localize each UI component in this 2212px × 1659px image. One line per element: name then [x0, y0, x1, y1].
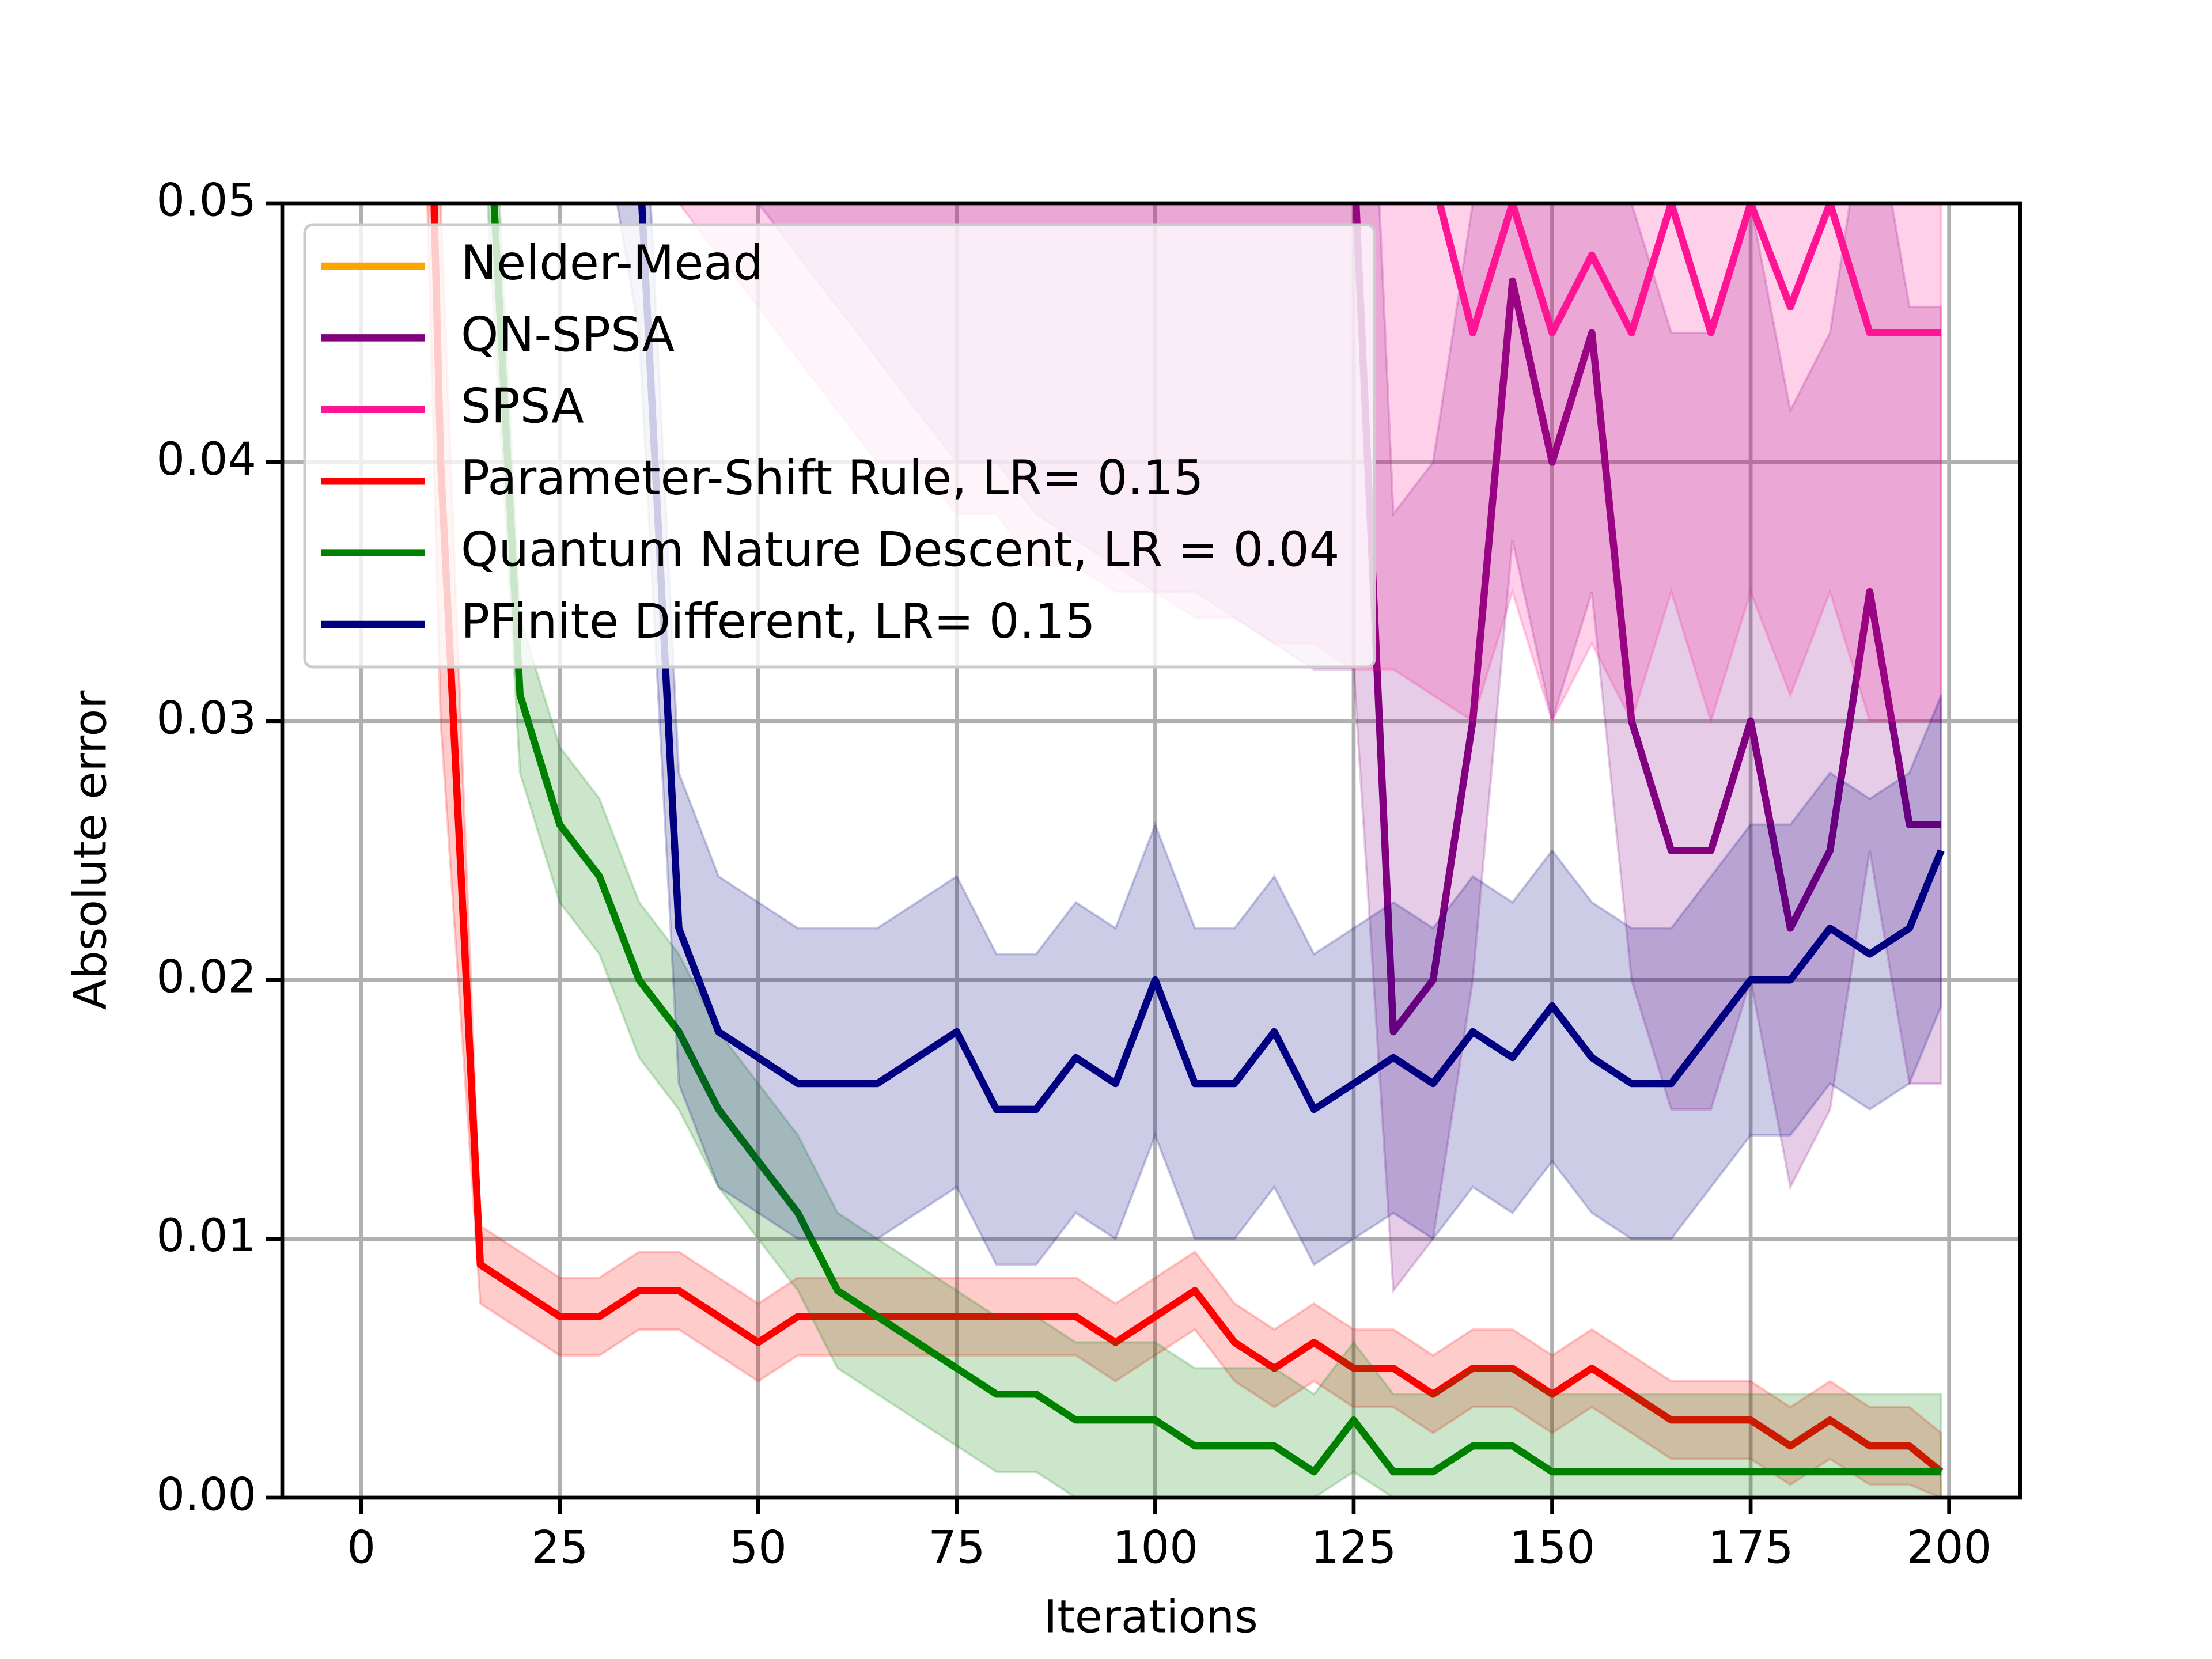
x-tick-label: 200 [1906, 1522, 1992, 1574]
series-line [1435, 203, 1941, 336]
y-tick-label: 0.00 [156, 1469, 256, 1521]
x-tick-label: 25 [531, 1522, 588, 1574]
series-line [430, 203, 1944, 1475]
legend-label: Nelder-Mead [461, 235, 763, 291]
x-tick-label: 175 [1708, 1522, 1794, 1574]
legend-label: SPSA [461, 378, 584, 434]
series-line [490, 203, 1941, 1476]
series-line [1352, 203, 1941, 1036]
ticks: 0 25 50 75 100 125 150 175 200 0.00 0.01 0.02 0.03 0.… [156, 175, 1992, 1574]
x-axis-label: Iterations [1044, 1591, 1258, 1643]
y-tick-label: 0.01 [156, 1210, 256, 1262]
legend: Nelder-Mead QN-SPSA SPSA Parameter-Shift Ru… [303, 223, 1376, 669]
legend-label: Quantum Nature Descent, LR = 0.04 [461, 522, 1340, 578]
x-tick-label: 75 [928, 1522, 985, 1574]
legend-label: Parameter-Shift Rule, LR= 0.15 [461, 450, 1204, 506]
error-band [486, 203, 1942, 1498]
legend-box [303, 223, 1376, 669]
x-tick-label: 125 [1311, 1522, 1397, 1574]
y-axis-label: Absolute error [65, 690, 116, 1010]
y-tick-label: 0.05 [156, 175, 256, 226]
x-tick-label: 50 [730, 1522, 787, 1574]
y-tick-label: 0.04 [156, 434, 256, 486]
y-tick-label: 0.03 [156, 692, 256, 744]
legend-label: QN-SPSA [461, 306, 675, 362]
legend-label: PFinite Different, LR= 0.15 [461, 593, 1096, 649]
error-band [426, 203, 1942, 1498]
x-tick-label: 100 [1112, 1522, 1198, 1574]
error-band [616, 203, 1942, 1267]
y-tick-label: 0.02 [156, 952, 256, 1003]
axes-frame [280, 201, 2022, 1500]
x-tick-label: 0 [347, 1522, 376, 1574]
series-line [638, 203, 1945, 1113]
x-tick-label: 150 [1509, 1522, 1595, 1574]
